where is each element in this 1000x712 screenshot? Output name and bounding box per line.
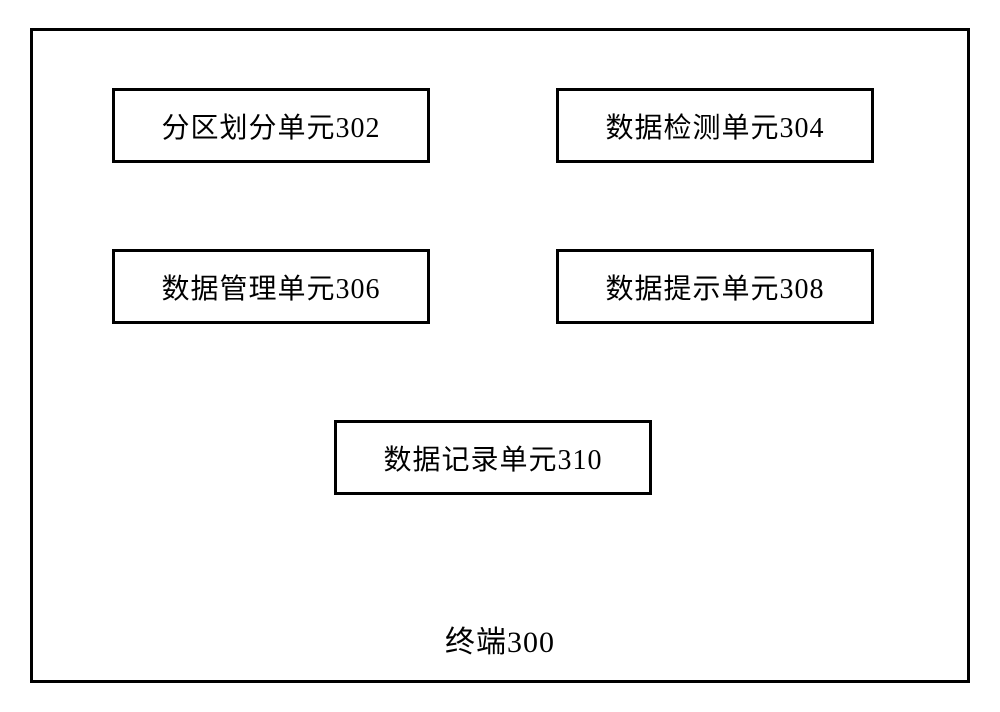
record-unit-label: 数据记录单元310 — [383, 438, 602, 478]
detection-unit-box: 数据检测单元304 — [556, 88, 874, 163]
partition-unit-box: 分区划分单元302 — [112, 88, 430, 163]
prompt-unit-box: 数据提示单元308 — [556, 249, 874, 324]
detection-unit-label: 数据检测单元304 — [605, 106, 824, 146]
diagram-canvas: 分区划分单元302 数据检测单元304 数据管理单元306 数据提示单元308 … — [0, 0, 1000, 712]
record-unit-box: 数据记录单元310 — [334, 420, 652, 495]
partition-unit-label: 分区划分单元302 — [161, 106, 380, 146]
prompt-unit-label: 数据提示单元308 — [605, 267, 824, 307]
management-unit-box: 数据管理单元306 — [112, 249, 430, 324]
terminal-caption: 终端300 — [0, 617, 1000, 661]
management-unit-label: 数据管理单元306 — [161, 267, 380, 307]
terminal-caption-text: 终端300 — [445, 626, 555, 659]
